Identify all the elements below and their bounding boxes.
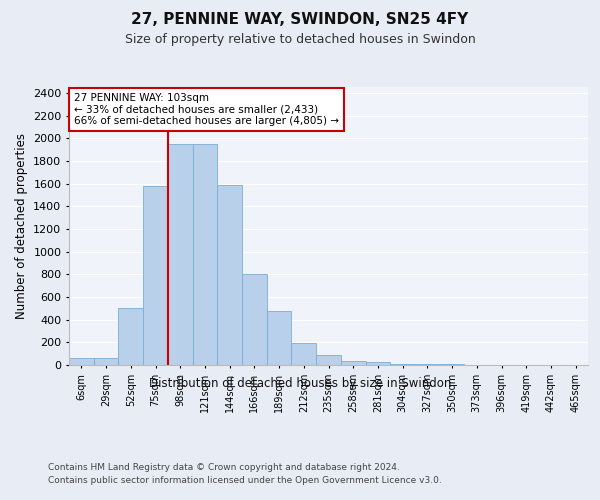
Text: 27 PENNINE WAY: 103sqm
← 33% of detached houses are smaller (2,433)
66% of semi-: 27 PENNINE WAY: 103sqm ← 33% of detached… (74, 93, 339, 126)
Bar (390, 364, 415, 365)
Bar (365, 362, 390, 365)
Bar (440, 364, 464, 365)
Bar (193, 144, 217, 365)
Y-axis label: Number of detached properties: Number of detached properties (14, 133, 28, 320)
Text: Contains HM Land Registry data © Crown copyright and database right 2024.: Contains HM Land Registry data © Crown c… (48, 462, 400, 471)
Bar (168, 144, 193, 365)
Bar (341, 361, 365, 365)
Text: Contains public sector information licensed under the Open Government Licence v3: Contains public sector information licen… (48, 476, 442, 485)
Bar (292, 343, 316, 365)
Bar (217, 185, 242, 365)
Bar (415, 364, 440, 365)
Text: 27, PENNINE WAY, SWINDON, SN25 4FY: 27, PENNINE WAY, SWINDON, SN25 4FY (131, 12, 469, 28)
Bar (316, 355, 341, 365)
Text: Size of property relative to detached houses in Swindon: Size of property relative to detached ho… (125, 32, 475, 46)
Bar (143, 186, 168, 365)
Text: Distribution of detached houses by size in Swindon: Distribution of detached houses by size … (149, 378, 451, 390)
Bar (267, 310, 292, 365)
Bar (242, 274, 267, 365)
Bar (94, 358, 118, 365)
Bar (69, 358, 94, 365)
Bar (118, 308, 143, 365)
